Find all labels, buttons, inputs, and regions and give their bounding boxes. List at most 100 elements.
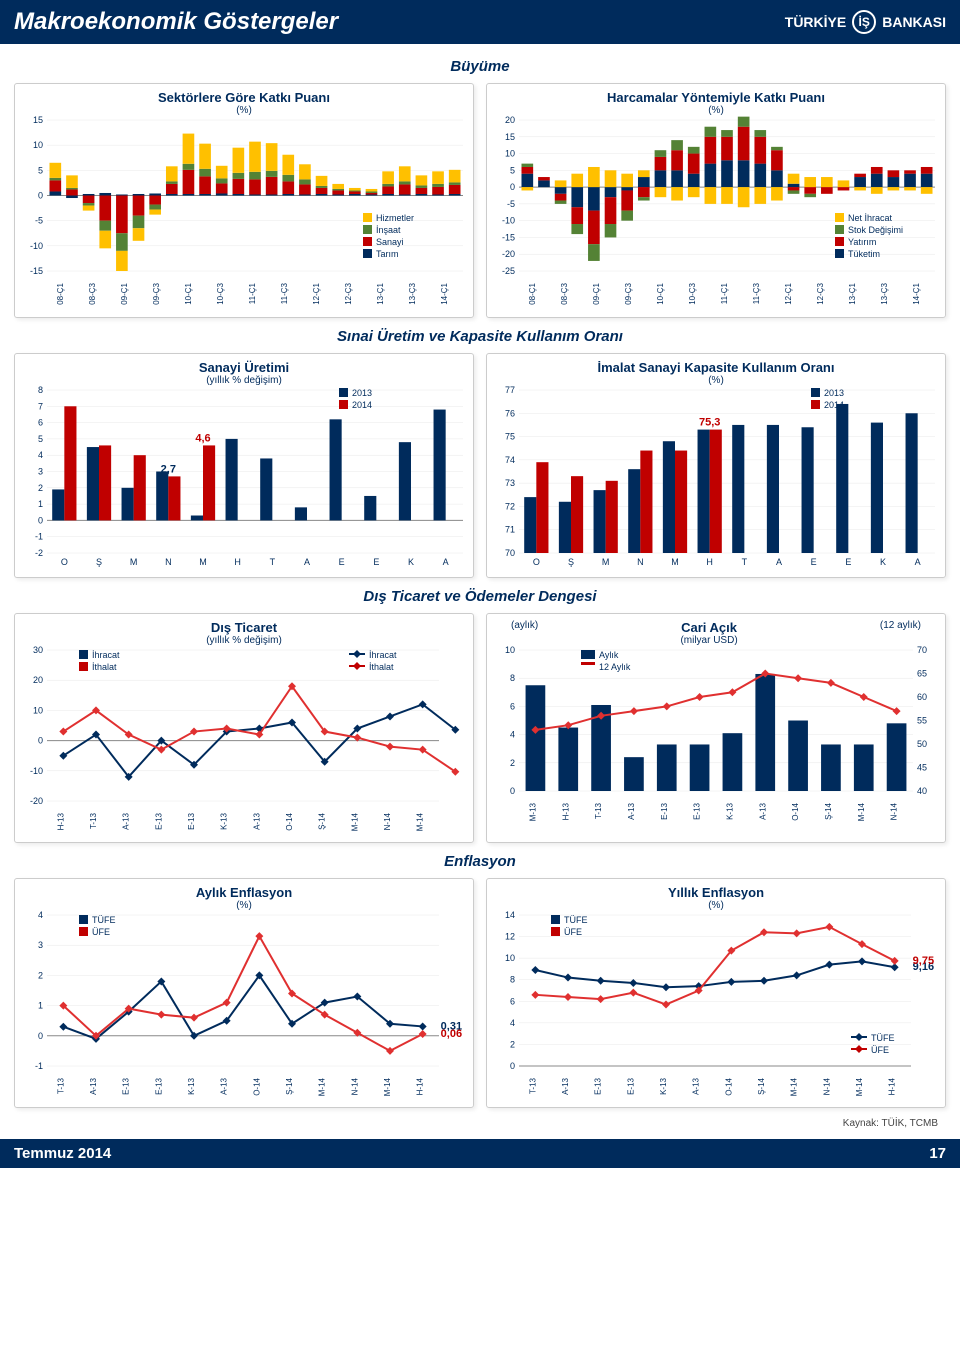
svg-text:O-14: O-14 bbox=[724, 1077, 733, 1095]
svg-text:ÜFE: ÜFE bbox=[871, 1045, 889, 1055]
svg-text:1: 1 bbox=[38, 499, 43, 509]
svg-text:4,6: 4,6 bbox=[195, 432, 210, 444]
c2-sub: (%) bbox=[491, 105, 941, 116]
svg-text:A-13: A-13 bbox=[561, 1077, 570, 1094]
svg-text:12-Ç1: 12-Ç1 bbox=[312, 282, 321, 304]
svg-text:12-Ç1: 12-Ç1 bbox=[784, 282, 793, 304]
svg-text:11-Ç1: 11-Ç1 bbox=[720, 282, 729, 304]
svg-text:M-14: M-14 bbox=[416, 812, 425, 831]
svg-text:T: T bbox=[742, 557, 748, 567]
chart-capacity-utilization: İmalat Sanayi Kapasite Kullanım Oranı (%… bbox=[486, 353, 946, 578]
svg-text:E-13: E-13 bbox=[154, 1077, 163, 1094]
svg-text:3: 3 bbox=[38, 940, 43, 950]
svg-text:N: N bbox=[637, 557, 644, 567]
svg-text:11-Ç1: 11-Ç1 bbox=[248, 282, 257, 304]
svg-text:40: 40 bbox=[917, 786, 927, 796]
svg-text:6: 6 bbox=[38, 418, 43, 428]
svg-text:Yatırım: Yatırım bbox=[848, 237, 876, 247]
svg-text:T-13: T-13 bbox=[528, 1077, 537, 1094]
svg-text:-20: -20 bbox=[502, 249, 515, 259]
svg-text:2: 2 bbox=[38, 483, 43, 493]
svg-text:08-Ç1: 08-Ç1 bbox=[528, 282, 537, 304]
svg-text:2: 2 bbox=[510, 1039, 515, 1049]
svg-text:14-Ç1: 14-Ç1 bbox=[440, 282, 449, 304]
svg-text:Sanayi: Sanayi bbox=[376, 237, 404, 247]
svg-text:0: 0 bbox=[510, 182, 515, 192]
svg-text:-10: -10 bbox=[30, 241, 43, 251]
svg-text:N: N bbox=[165, 557, 172, 567]
svg-text:A: A bbox=[915, 557, 921, 567]
svg-text:M: M bbox=[130, 557, 138, 567]
svg-text:O-14: O-14 bbox=[285, 812, 294, 830]
chart-current-deficit: (aylık) Cari Açık (milyar USD) (12 aylık… bbox=[486, 613, 946, 843]
chart-sector-contribution: Sektörlere Göre Katkı Puanı (%) -15-10-5… bbox=[14, 83, 474, 318]
svg-text:45: 45 bbox=[917, 763, 927, 773]
svg-text:8: 8 bbox=[510, 673, 515, 683]
svg-text:14-Ç1: 14-Ç1 bbox=[912, 282, 921, 304]
footer-bar: Temmuz 2014 17 bbox=[0, 1139, 960, 1168]
svg-text:O: O bbox=[61, 557, 68, 567]
svg-text:M-14: M-14 bbox=[790, 1077, 799, 1096]
svg-text:Stok Değişimi: Stok Değişimi bbox=[848, 225, 903, 235]
svg-text:8: 8 bbox=[510, 975, 515, 985]
brand-left: TÜRKİYE bbox=[785, 14, 846, 30]
c6-rightlabel: (12 aylık) bbox=[880, 620, 921, 646]
svg-text:H: H bbox=[706, 557, 713, 567]
svg-text:T-13: T-13 bbox=[89, 812, 98, 829]
section-2-title: Sınai Üretim ve Kapasite Kullanım Oranı bbox=[14, 328, 946, 345]
svg-text:A: A bbox=[443, 557, 449, 567]
svg-text:A: A bbox=[776, 557, 782, 567]
svg-text:10: 10 bbox=[33, 140, 43, 150]
svg-text:-1: -1 bbox=[35, 1061, 43, 1071]
brand-icon: İŞ bbox=[852, 10, 876, 34]
svg-text:M-14: M-14 bbox=[383, 1077, 392, 1096]
svg-text:M: M bbox=[671, 557, 679, 567]
svg-text:09-Ç1: 09-Ç1 bbox=[592, 282, 601, 304]
c3-title: Sanayi Üretimi bbox=[19, 360, 469, 375]
content: Büyüme Sektörlere Göre Katkı Puanı (%) -… bbox=[0, 44, 960, 1139]
c6-leftlabel: (aylık) bbox=[511, 620, 538, 646]
svg-text:T: T bbox=[270, 557, 276, 567]
svg-text:75,3: 75,3 bbox=[699, 417, 720, 429]
chart-industry-production: Sanayi Üretimi (yıllık % değişim) -2-101… bbox=[14, 353, 474, 578]
svg-text:2: 2 bbox=[38, 970, 43, 980]
c2-title: Harcamalar Yöntemiyle Katkı Puanı bbox=[491, 90, 941, 105]
svg-text:-10: -10 bbox=[30, 766, 43, 776]
svg-text:10: 10 bbox=[33, 705, 43, 715]
c5-sub: (yıllık % değişim) bbox=[19, 635, 469, 646]
chart-annual-inflation: Yıllık Enflasyon (%) 02468101214T-13A-13… bbox=[486, 878, 946, 1108]
svg-text:A-13: A-13 bbox=[220, 1077, 229, 1094]
svg-text:74: 74 bbox=[505, 455, 515, 465]
svg-text:Hizmetler: Hizmetler bbox=[376, 213, 414, 223]
svg-text:İthalat: İthalat bbox=[92, 662, 117, 672]
svg-text:11-Ç3: 11-Ç3 bbox=[280, 282, 289, 304]
svg-text:2: 2 bbox=[510, 758, 515, 768]
c5-title: Dış Ticaret bbox=[19, 620, 469, 635]
svg-text:14: 14 bbox=[505, 911, 515, 920]
svg-text:76: 76 bbox=[505, 408, 515, 418]
svg-text:K: K bbox=[880, 557, 886, 567]
svg-text:11-Ç3: 11-Ç3 bbox=[752, 282, 761, 304]
svg-text:6: 6 bbox=[510, 996, 515, 1006]
svg-text:-5: -5 bbox=[507, 199, 515, 209]
svg-text:73: 73 bbox=[505, 478, 515, 488]
svg-text:K-13: K-13 bbox=[659, 1077, 668, 1094]
svg-text:09-Ç3: 09-Ç3 bbox=[624, 282, 633, 304]
svg-text:İnşaat: İnşaat bbox=[376, 225, 401, 235]
svg-text:12-Ç3: 12-Ç3 bbox=[816, 282, 825, 304]
svg-text:09-Ç3: 09-Ç3 bbox=[152, 282, 161, 304]
header-bar: Makroekonomik Göstergeler TÜRKİYE İŞ BAN… bbox=[0, 0, 960, 44]
svg-text:3: 3 bbox=[38, 467, 43, 477]
svg-text:K-13: K-13 bbox=[187, 1077, 196, 1094]
svg-text:65: 65 bbox=[917, 669, 927, 679]
svg-text:M-14: M-14 bbox=[857, 802, 866, 821]
svg-text:E: E bbox=[811, 557, 817, 567]
svg-text:N-14: N-14 bbox=[822, 1077, 831, 1095]
svg-text:Ş: Ş bbox=[96, 557, 102, 567]
svg-text:10: 10 bbox=[505, 149, 515, 159]
c6-title: Cari Açık bbox=[680, 620, 737, 635]
svg-text:10-Ç3: 10-Ç3 bbox=[688, 282, 697, 304]
svg-text:08-Ç1: 08-Ç1 bbox=[56, 282, 65, 304]
svg-text:10-Ç1: 10-Ç1 bbox=[656, 282, 665, 304]
svg-text:O: O bbox=[533, 557, 540, 567]
